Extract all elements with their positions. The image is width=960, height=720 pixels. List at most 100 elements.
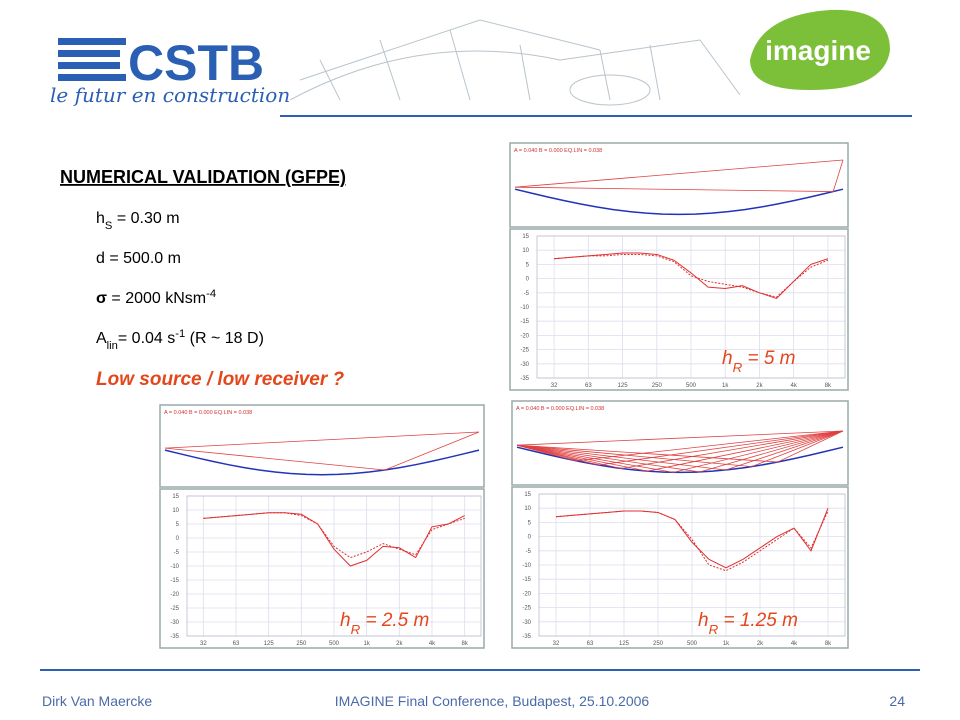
y-tick-label: 5: [528, 520, 532, 526]
y-tick-label: -15: [522, 577, 531, 583]
y-tick-label: 10: [522, 248, 529, 254]
text-run: h: [722, 348, 733, 369]
x-tick-label: 32: [553, 641, 560, 647]
x-tick-label: 1k: [363, 641, 370, 647]
y-tick-label: -35: [520, 376, 529, 382]
y-tick-label: -35: [170, 634, 179, 640]
y-tick-label: -5: [524, 291, 530, 297]
y-tick-label: -5: [174, 550, 180, 556]
logo: CSTB: [128, 35, 264, 91]
receiver-height: hR = 5 m: [722, 348, 796, 375]
y-tick-label: 0: [526, 277, 530, 283]
ray: [516, 430, 844, 473]
receiver-height: hR = 1.25 m: [698, 610, 798, 637]
response-line: [554, 252, 829, 300]
text-run: R: [733, 360, 743, 375]
y-tick-label: -30: [522, 620, 531, 626]
y-tick-label: -20: [170, 592, 179, 598]
ray: [164, 431, 480, 471]
text-run: R: [709, 622, 719, 637]
ray: [516, 430, 844, 469]
header-sketch: [289, 19, 741, 106]
x-tick-label: 4k: [791, 641, 798, 647]
ray: [516, 430, 844, 471]
x-tick-label: 500: [687, 641, 698, 647]
y-tick-label: 15: [172, 494, 179, 500]
y-tick-label: -25: [522, 606, 531, 612]
footer-author: Dirk Van Maercke: [42, 693, 152, 709]
ray-label: A = 0.040 B = 0.000 EQ.LIN = 0.038: [164, 410, 252, 416]
x-tick-label: 250: [653, 641, 664, 647]
ray-panel: [509, 142, 849, 228]
x-tick-label: 8k: [825, 641, 832, 647]
y-tick-label: 0: [528, 535, 532, 541]
ray: [514, 159, 844, 192]
x-tick-label: 2k: [757, 641, 764, 647]
parameter: Alin= 0.04 s-1 (R ~ 18 D): [96, 328, 264, 352]
ray: [516, 430, 844, 468]
text-run: = 2.5 m: [360, 610, 429, 631]
x-tick-label: 63: [585, 383, 592, 389]
parameter: hS = 0.30 m: [96, 210, 180, 232]
y-tick-label: -25: [520, 348, 529, 354]
response-line: [554, 253, 829, 298]
ray: [164, 431, 480, 449]
text-run: d = 500.0 m: [96, 250, 181, 267]
x-tick-label: 1k: [723, 641, 730, 647]
x-tick-label: 8k: [461, 641, 468, 647]
y-tick-label: -20: [520, 333, 529, 339]
x-tick-label: 4k: [790, 383, 797, 389]
ray: [516, 430, 844, 463]
y-tick-label: 5: [176, 522, 180, 528]
badge-shape: [750, 9, 890, 91]
x-tick-label: 4k: [429, 641, 436, 647]
text-run: h: [698, 610, 709, 631]
x-tick-label: 125: [618, 383, 629, 389]
y-tick-label: -35: [522, 634, 531, 640]
ray-label: A = 0.040 B = 0.000 EQ.LIN = 0.038: [516, 406, 604, 412]
text-run: A: [96, 330, 107, 347]
plot-frame: [538, 493, 846, 637]
parameter: d = 500.0 m: [96, 250, 181, 267]
text-run: σ: [96, 290, 107, 307]
parameter: σ = 2000 kNsm-4: [96, 288, 216, 307]
ray: [516, 430, 844, 446]
y-tick-label: -5: [526, 549, 532, 555]
text-run: S: [105, 220, 112, 232]
receiver-height: hR = 2.5 m: [340, 610, 429, 637]
response-line: [203, 512, 465, 559]
x-tick-label: 500: [686, 383, 697, 389]
text-run: h: [340, 610, 351, 631]
y-tick-label: 10: [172, 508, 179, 514]
y-tick-label: -10: [170, 564, 179, 570]
footer-event: IMAGINE Final Conference, Budapest, 25.1…: [335, 693, 650, 709]
x-tick-label: 500: [329, 641, 340, 647]
y-tick-label: 10: [524, 506, 531, 512]
text-run: h: [96, 210, 105, 227]
ray-label: A = 0.040 B = 0.000 EQ.LIN = 0.038: [514, 148, 602, 154]
text-run: R: [351, 622, 361, 637]
ray: [516, 430, 844, 473]
badge: imagine: [765, 35, 871, 66]
x-tick-label: 2k: [756, 383, 763, 389]
chart-panel: [509, 228, 849, 391]
footer-page: 24: [889, 693, 905, 709]
x-tick-label: 32: [551, 383, 558, 389]
x-tick-label: 250: [296, 641, 307, 647]
y-tick-label: -15: [520, 319, 529, 325]
x-tick-label: 125: [619, 641, 630, 647]
text-run: -4: [206, 288, 216, 300]
section-title: NUMERICAL VALIDATION (GFPE): [60, 167, 346, 187]
y-tick-label: -10: [522, 563, 531, 569]
y-tick-label: -25: [170, 606, 179, 612]
chart-panel: [511, 486, 849, 649]
ray: [516, 430, 844, 472]
tagline: le futur en construction: [50, 83, 290, 107]
x-tick-label: 63: [233, 641, 240, 647]
text-run: = 5 m: [742, 348, 795, 369]
x-tick-label: 1k: [722, 383, 729, 389]
plot-frame: [536, 235, 846, 379]
y-tick-label: -15: [170, 578, 179, 584]
